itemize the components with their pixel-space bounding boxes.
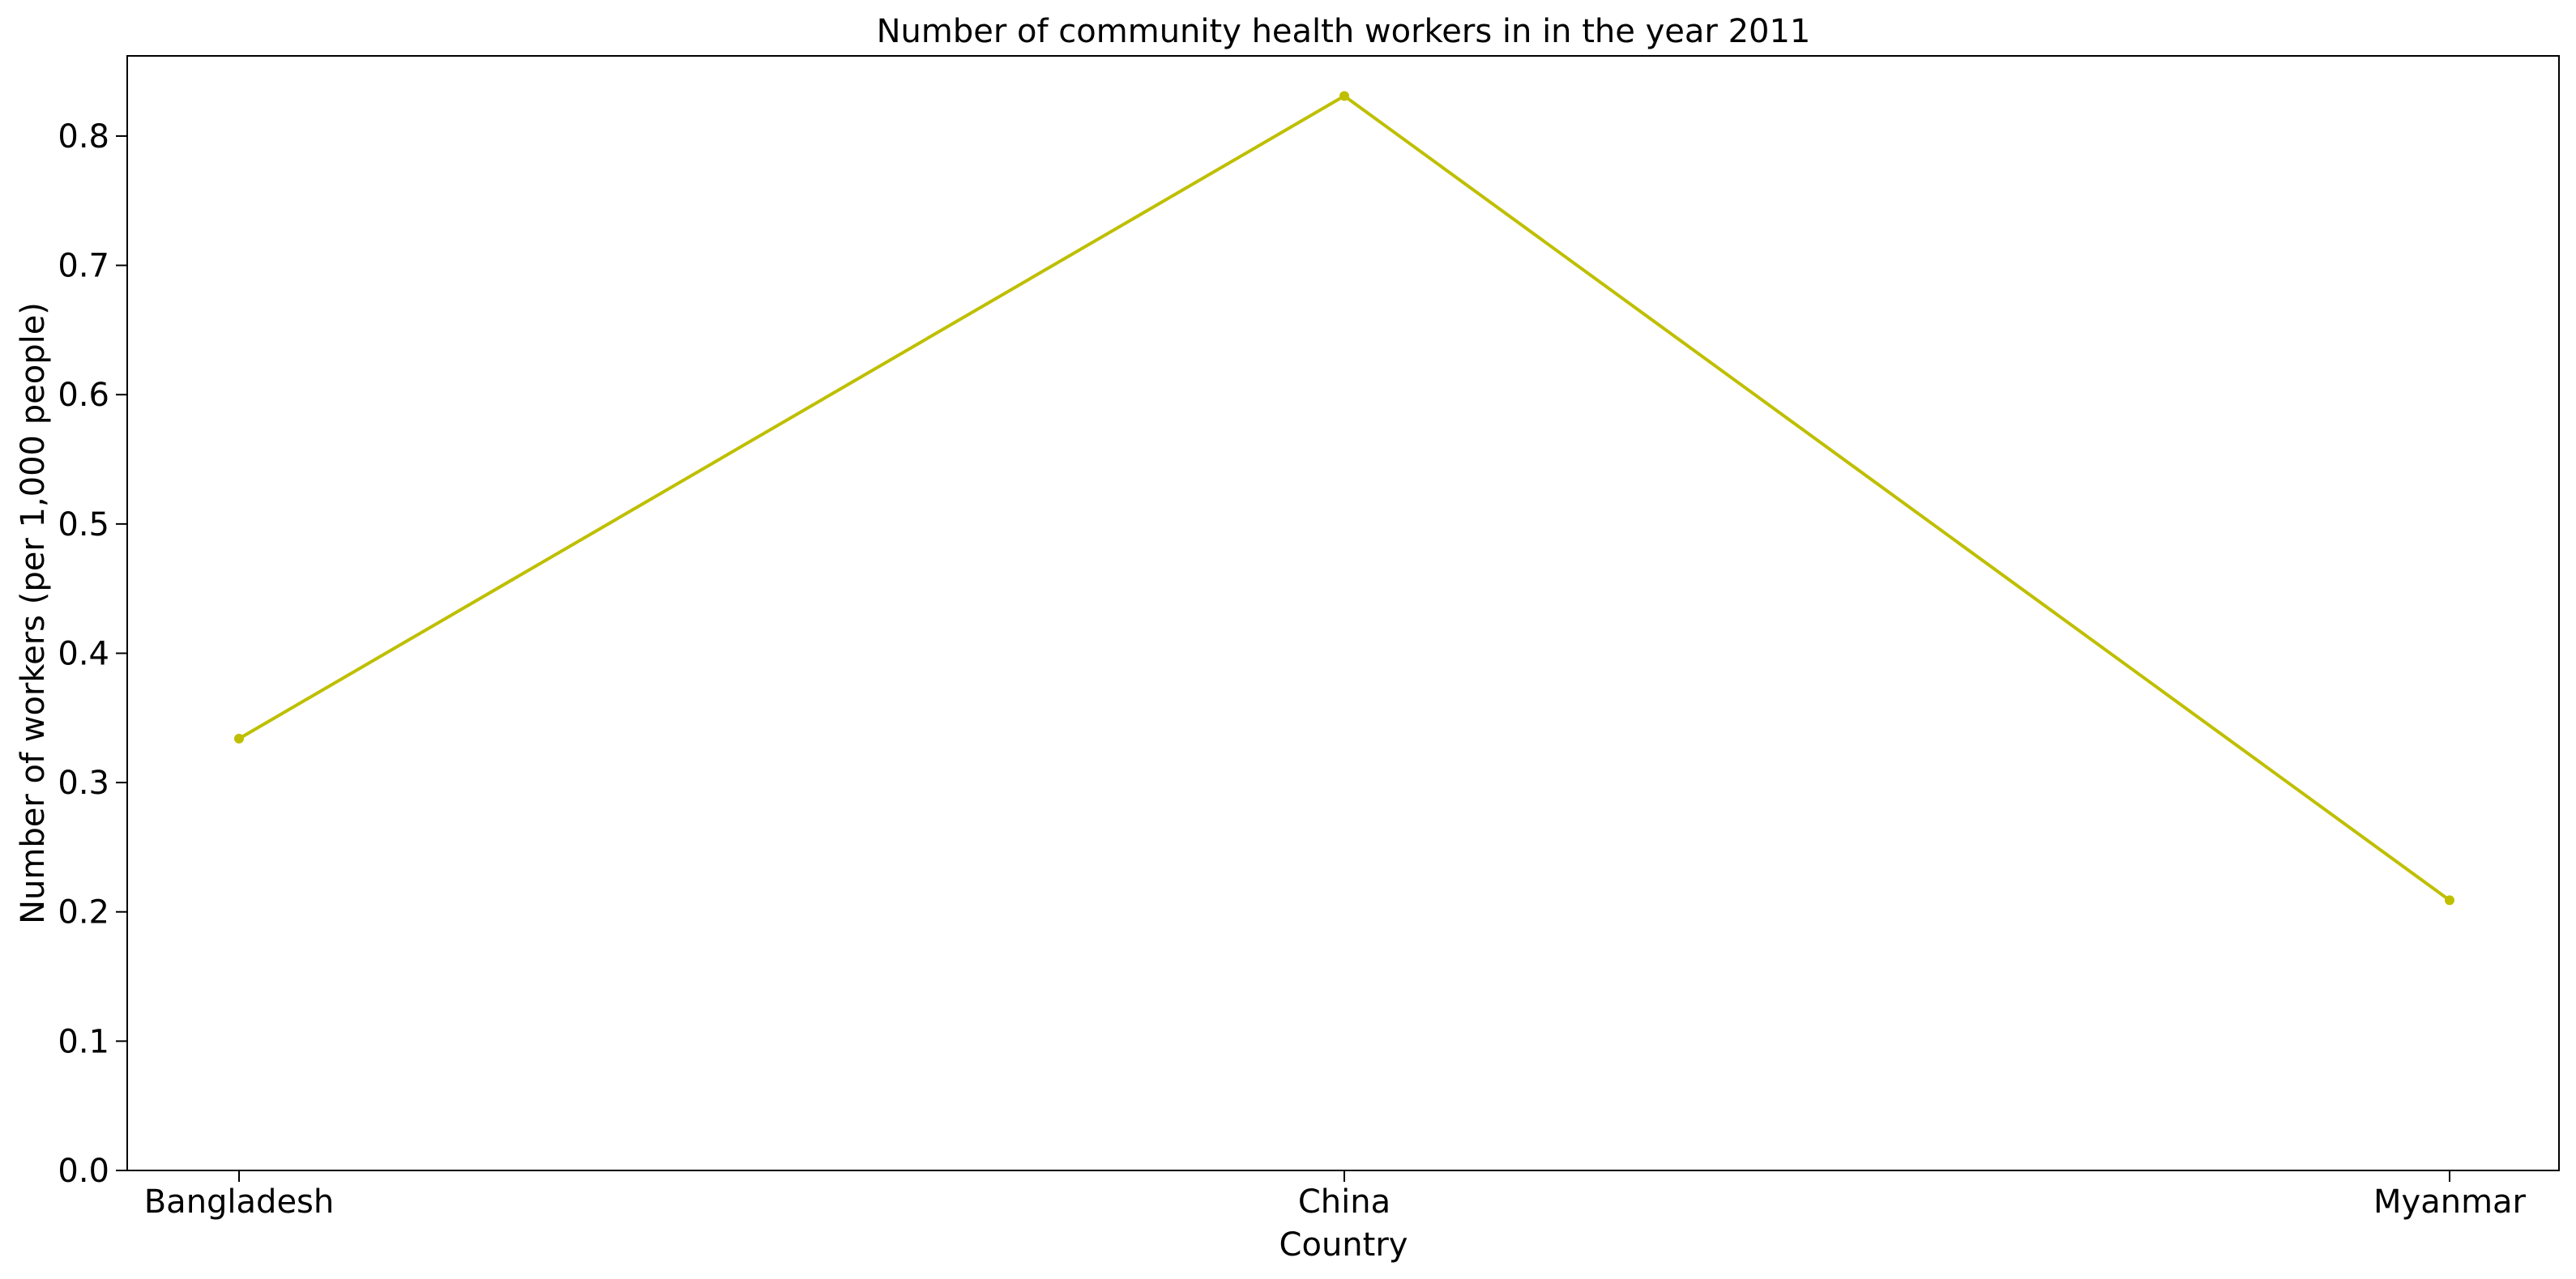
y-tick-label: 0.2: [58, 894, 109, 932]
y-tick-label: 0.8: [58, 118, 109, 156]
x-tick-label: Bangladesh: [144, 1183, 335, 1221]
x-axis-title: Country: [1279, 1226, 1408, 1264]
y-tick-label: 0.5: [58, 506, 109, 544]
y-tick-label: 0.6: [58, 377, 109, 414]
y-tick-label: 0.4: [58, 635, 109, 672]
chart-title: Number of community health workers in in…: [877, 13, 1811, 50]
y-tick-label: 0.3: [58, 765, 109, 802]
data-point-myanmar: [2445, 895, 2454, 905]
x-tick-label: China: [1298, 1183, 1391, 1221]
y-tick-label: 0.7: [58, 248, 109, 285]
y-tick-label: 0.0: [58, 1153, 109, 1190]
x-tick-label: Myanmar: [2373, 1183, 2527, 1221]
y-tick-label: 0.1: [58, 1023, 109, 1060]
data-point-china: [1339, 91, 1349, 100]
data-point-bangladesh: [234, 734, 244, 744]
y-axis-title: Number of workers (per 1,000 people): [15, 302, 52, 924]
